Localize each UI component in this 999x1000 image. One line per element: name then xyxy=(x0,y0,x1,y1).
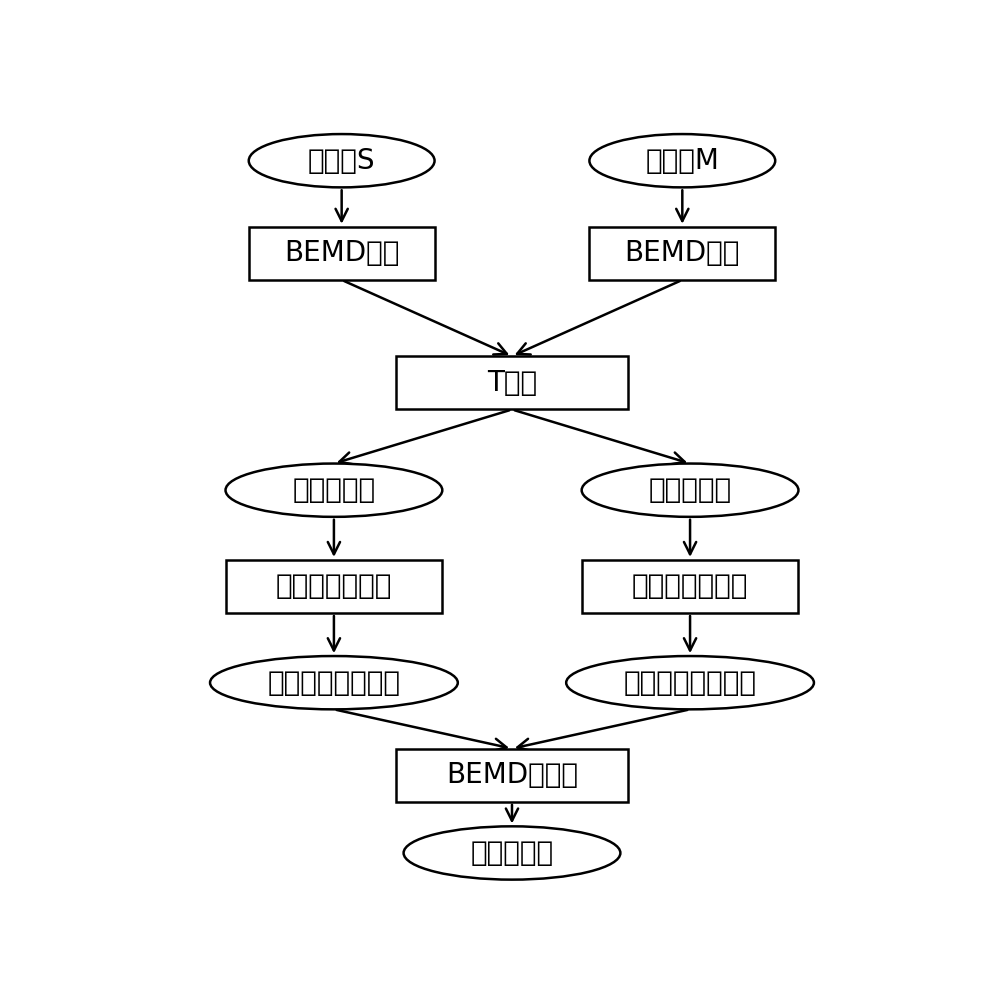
Text: 融合后低频子图像: 融合后低频子图像 xyxy=(268,669,401,697)
Text: 高频子图像: 高频子图像 xyxy=(648,476,731,504)
Text: BEMD逆变换: BEMD逆变换 xyxy=(446,761,578,789)
Text: BEMD分解: BEMD分解 xyxy=(624,239,740,267)
Ellipse shape xyxy=(404,826,620,880)
Bar xyxy=(249,227,435,280)
Ellipse shape xyxy=(589,134,775,187)
Text: 图像源S: 图像源S xyxy=(308,147,376,175)
Bar xyxy=(581,560,798,613)
Bar xyxy=(589,227,775,280)
Ellipse shape xyxy=(581,464,798,517)
Text: 高频子图像融合: 高频子图像融合 xyxy=(632,572,748,600)
Text: 融合后图像: 融合后图像 xyxy=(471,839,553,867)
Text: BEMD分解: BEMD分解 xyxy=(284,239,400,267)
Ellipse shape xyxy=(566,656,814,709)
Text: T检验: T检验 xyxy=(487,369,537,397)
Ellipse shape xyxy=(210,656,458,709)
Text: 融合后高频子图像: 融合后高频子图像 xyxy=(623,669,756,697)
Ellipse shape xyxy=(249,134,435,187)
Text: 图像源M: 图像源M xyxy=(645,147,719,175)
Bar xyxy=(226,560,443,613)
Bar xyxy=(396,356,628,409)
Text: 低频子图像融合: 低频子图像融合 xyxy=(276,572,392,600)
Text: 低频子图像: 低频子图像 xyxy=(293,476,376,504)
Bar xyxy=(396,749,628,802)
Ellipse shape xyxy=(226,464,443,517)
